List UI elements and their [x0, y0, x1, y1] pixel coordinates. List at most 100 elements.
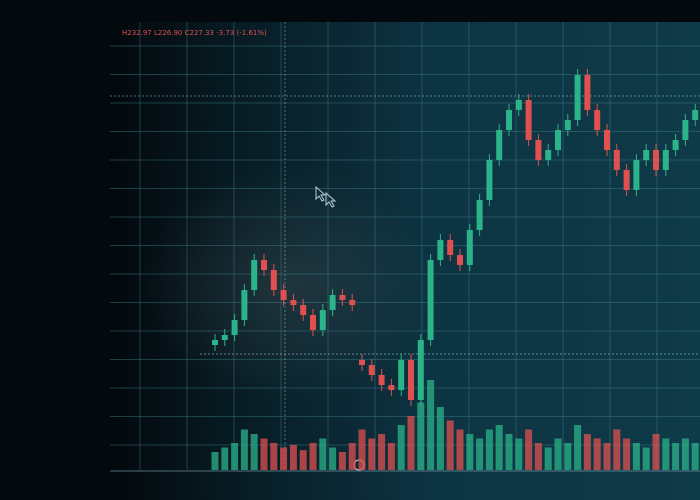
candle-body	[447, 240, 454, 255]
volume-bar	[270, 443, 278, 470]
candle-body	[290, 300, 297, 305]
volume-bar	[554, 438, 562, 470]
candle-body	[486, 160, 493, 200]
volume-bar	[436, 407, 444, 470]
candle-body	[231, 320, 238, 335]
volume-bar	[476, 438, 484, 470]
volume-bar	[525, 429, 533, 470]
candle-body	[574, 75, 581, 120]
volume-bar	[280, 447, 288, 470]
candle-body	[584, 75, 591, 110]
candle-body	[525, 100, 532, 140]
candle-body	[339, 295, 346, 300]
volume-bar	[534, 443, 542, 470]
candle-body	[427, 260, 434, 340]
cursor	[315, 185, 327, 202]
volume-bar	[299, 450, 307, 470]
volume-bar	[446, 420, 454, 470]
volume-bar	[387, 443, 395, 470]
candle-body	[466, 230, 473, 265]
candle-body	[398, 360, 405, 390]
candle-body	[555, 130, 561, 150]
volume-bar	[691, 443, 699, 470]
volume-bar	[407, 416, 415, 470]
candle-body	[506, 110, 512, 130]
candle-body	[564, 120, 571, 130]
candle-body	[368, 365, 375, 375]
candle-body	[594, 110, 601, 130]
volume-bar	[329, 447, 337, 470]
candle-body	[408, 360, 414, 400]
candle-body	[319, 310, 326, 330]
candle-body	[359, 360, 365, 365]
candle-body	[261, 260, 267, 270]
volume-bar	[613, 429, 621, 470]
volume-bar	[417, 402, 425, 470]
volume-bar	[348, 443, 356, 470]
volume-bar	[368, 438, 376, 470]
candle-body	[251, 260, 258, 290]
volume-bar	[338, 452, 346, 470]
candle-body	[692, 110, 699, 120]
candle-body	[496, 130, 503, 160]
volume-bar	[642, 447, 650, 470]
volume-bar	[397, 425, 405, 470]
cursor	[325, 191, 337, 208]
volume-bar	[485, 429, 493, 470]
candle-body	[437, 240, 444, 260]
candle-body	[457, 255, 463, 265]
glare	[110, 22, 700, 500]
volume-bar	[231, 443, 239, 470]
candle-body	[515, 100, 522, 110]
volume-bar	[456, 429, 464, 470]
candle-body	[212, 340, 218, 345]
volume-bar	[319, 438, 327, 470]
volume-bar	[652, 434, 660, 470]
candle-body	[545, 150, 552, 160]
ohlc-label: H232.97 L226.90 C227.33 -3.73 (-1.61%)	[122, 29, 267, 37]
volume-bar	[309, 443, 317, 470]
candle-body	[604, 130, 610, 150]
volume-bar	[574, 425, 582, 470]
candle-body	[378, 375, 385, 385]
candle-body	[310, 315, 316, 330]
volume-bar	[672, 443, 680, 470]
volume-bar	[623, 438, 631, 470]
candle-body	[417, 340, 424, 400]
volume-bar	[358, 429, 366, 470]
volume-bar	[603, 443, 611, 470]
candle-body	[280, 290, 287, 300]
candle-body	[329, 295, 336, 310]
candle-body	[476, 200, 483, 230]
volume-bar	[250, 434, 258, 470]
volume-bar	[260, 438, 268, 470]
volume-bar	[515, 438, 523, 470]
candle-body	[623, 170, 630, 190]
volume-bar	[221, 447, 229, 470]
candle-body	[662, 150, 669, 170]
candle-body	[682, 120, 689, 140]
volume-bar	[211, 452, 219, 470]
candle-body	[643, 150, 650, 160]
volume-bar	[564, 443, 572, 470]
volume-bar	[681, 438, 689, 470]
candle-body	[535, 140, 542, 160]
candle-body	[221, 335, 228, 340]
volume-bar	[495, 425, 503, 470]
volume-bar	[505, 434, 513, 470]
volume-bar	[240, 429, 248, 470]
candle-body	[270, 270, 277, 290]
volume-bar	[544, 447, 552, 470]
volume-bar	[378, 434, 386, 470]
candle-body	[388, 385, 395, 390]
volume-bar	[583, 434, 591, 470]
volume-bar	[427, 380, 435, 470]
volume-bar	[289, 444, 297, 470]
volume-bar	[632, 443, 640, 470]
candle-body	[300, 305, 307, 315]
candle-body	[613, 150, 620, 170]
candle-body	[672, 140, 679, 150]
volume-bar	[593, 438, 601, 470]
volume-bar	[466, 434, 474, 470]
